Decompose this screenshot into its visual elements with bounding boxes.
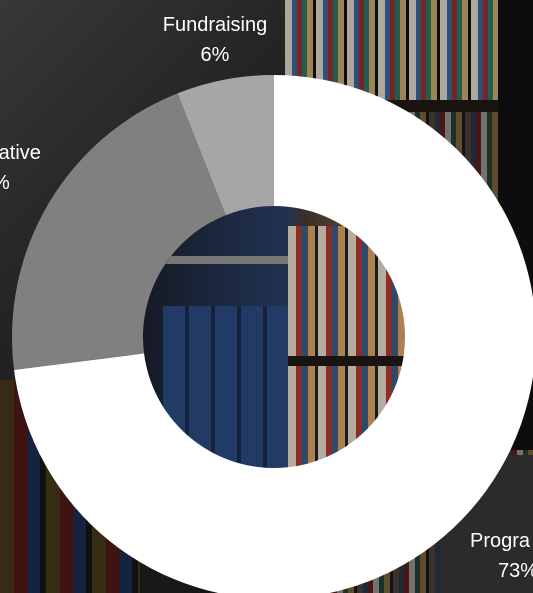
donut-slice-fundraising — [177, 75, 274, 216]
slice-label-fundraising-value: 6% — [200, 44, 230, 66]
slice-label-administrative-value: % — [0, 168, 62, 198]
donut-slice-program — [14, 75, 533, 593]
hole-shelf-board — [288, 356, 406, 366]
hole-clothes-rail — [143, 256, 288, 264]
slice-label-program-name: Progra — [470, 530, 531, 552]
slice-label-program: Progra 73% — [470, 526, 533, 586]
slice-label-administrative: rative % — [0, 138, 62, 198]
slice-label-program-value: 73% — [498, 560, 533, 582]
donut-slice-administrative — [11, 93, 226, 370]
slice-label-fundraising-name: Fundraising — [162, 14, 268, 36]
slice-label-fundraising: Fundraising 6% — [140, 10, 290, 70]
slice-label-administrative-name: rative — [0, 142, 41, 164]
